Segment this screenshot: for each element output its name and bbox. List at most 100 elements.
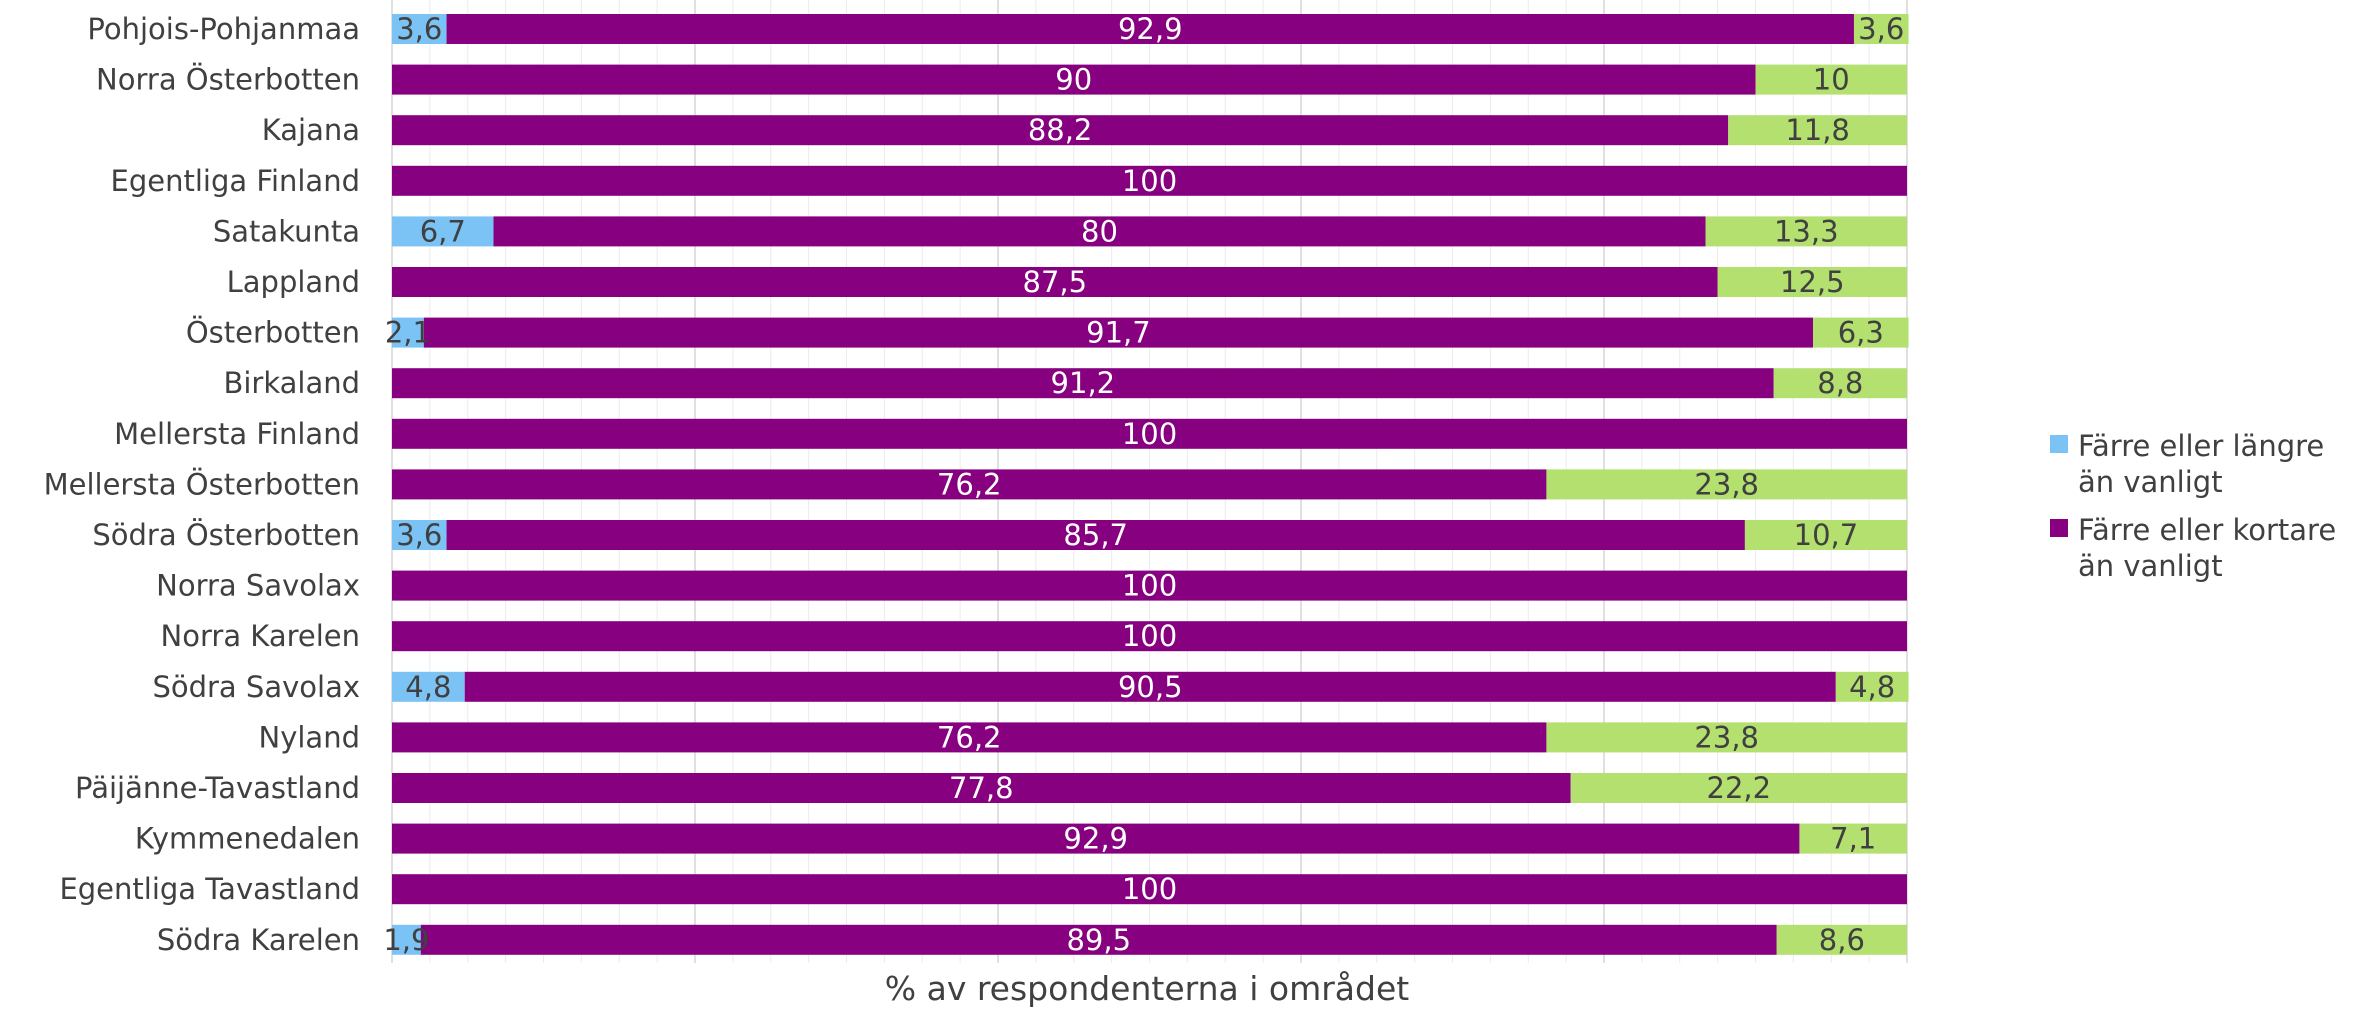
category-label: Pohjois-Pohjanmaa [87,12,360,46]
category-label: Mellersta Finland [114,417,360,451]
bar-segment [392,823,1800,854]
data-label: 10,7 [1794,518,1859,552]
data-label: 100 [1122,619,1177,653]
data-label: 91,2 [1051,366,1116,400]
data-label: 6,3 [1838,316,1884,350]
category-label: Norra Österbotten [96,63,360,97]
data-label: 8,6 [1819,923,1865,957]
legend-swatch [2050,435,2068,453]
bar-segment [392,115,1729,146]
bar-segment [392,267,1718,297]
data-label: 12,5 [1780,265,1845,299]
category-label: Österbotten [186,316,360,350]
bar-segment [392,418,1907,449]
data-label: 91,7 [1086,316,1151,350]
data-label: 8,8 [1817,366,1863,400]
bars [392,14,1909,955]
bar-segment [420,924,1777,955]
bar-segment [392,317,424,348]
bar-segment [1799,823,1907,854]
bar-segment [1813,317,1909,348]
bar-segment [392,722,1547,753]
bar-segment [392,924,421,955]
bar-segment [1546,469,1907,500]
data-label: 4,8 [1849,670,1895,704]
data-label: 90 [1055,63,1092,97]
data-label: 4,8 [405,670,451,704]
data-label: 3,6 [1858,12,1904,46]
bar-segment [464,671,1836,702]
data-label: 92,9 [1063,822,1128,856]
data-label: 10 [1813,63,1850,97]
data-label: 77,8 [949,771,1014,805]
category-label: Mellersta Österbotten [44,467,360,501]
data-label: 92,9 [1118,12,1183,46]
data-label: 87,5 [1023,265,1088,299]
legend-swatch [2050,519,2068,537]
bar-segment [392,14,447,44]
legend-label: Färre eller längre [2078,429,2324,463]
data-label: 88,2 [1028,113,1093,147]
bar-segment [392,874,1907,905]
bar-segment [1705,216,1907,247]
bar-segment [1728,115,1907,146]
bar-segment [392,165,1907,196]
bar-segment [392,368,1774,399]
legend-label: Färre eller kortare [2078,513,2336,547]
bar-segment [392,621,1907,652]
data-label: 13,3 [1774,214,1839,248]
bar-segment [1744,520,1907,550]
data-label: 89,5 [1066,923,1131,957]
data-label: 100 [1122,164,1177,198]
data-label: 76,2 [937,720,1002,754]
bar-segment [1717,267,1907,297]
bar-segment [1773,368,1907,399]
bar-segment [446,520,1745,550]
category-label: Norra Savolax [156,569,360,603]
data-label: 100 [1122,872,1177,906]
bar-segment [392,520,447,550]
category-label: Södra Savolax [152,670,360,704]
data-label: 23,8 [1694,720,1759,754]
legend-label: än vanligt [2078,549,2223,583]
bar-segment [392,469,1547,500]
category-label: Kajana [262,113,360,147]
bar-segment [392,671,465,702]
category-label: Satakunta [213,214,360,248]
data-label: 11,8 [1785,113,1850,147]
data-label: 80 [1081,214,1118,248]
category-label: Nyland [259,720,360,754]
bar-segment [392,64,1756,95]
data-label: 76,2 [937,467,1002,501]
data-label: 1,9 [383,923,429,957]
bar-segment [1570,773,1907,803]
x-axis-title: % av respondenterna i området [885,969,1410,1008]
data-label: 100 [1122,417,1177,451]
category-label: Södra Österbotten [92,518,360,552]
bar-segment [423,317,1814,348]
data-label: 7,1 [1830,822,1876,856]
data-label: 6,7 [420,214,466,248]
category-labels: Pohjois-Pohjanmaa Norra Österbotten Kajana… [44,12,360,957]
category-label: Egentliga Tavastland [59,872,360,906]
bar-segment [493,216,1706,247]
category-label: Norra Karelen [161,619,360,653]
bar-segment [1776,924,1907,955]
category-label: Södra Karelen [157,923,360,957]
category-label: Egentliga Finland [111,164,360,198]
data-label: 23,8 [1694,467,1759,501]
legend-label: än vanligt [2078,465,2223,499]
bar-segment [1853,14,1909,44]
bar-segment [1755,64,1907,95]
data-label: 85,7 [1063,518,1128,552]
data-label: 100 [1122,569,1177,603]
bar-segment [392,773,1571,803]
data-label: 22,2 [1707,771,1772,805]
bar-segment [1546,722,1907,753]
data-label: 90,5 [1118,670,1183,704]
category-label: Kymmenedalen [135,822,360,856]
data-label: 2,1 [385,316,431,350]
bar-labels: 3,6 92,9 3,6 90 10 88,2 11,8 100 6,7 80 13,3 87,5 12… [383,12,1904,957]
bar-segment [446,14,1854,44]
bar-segment [392,216,494,247]
